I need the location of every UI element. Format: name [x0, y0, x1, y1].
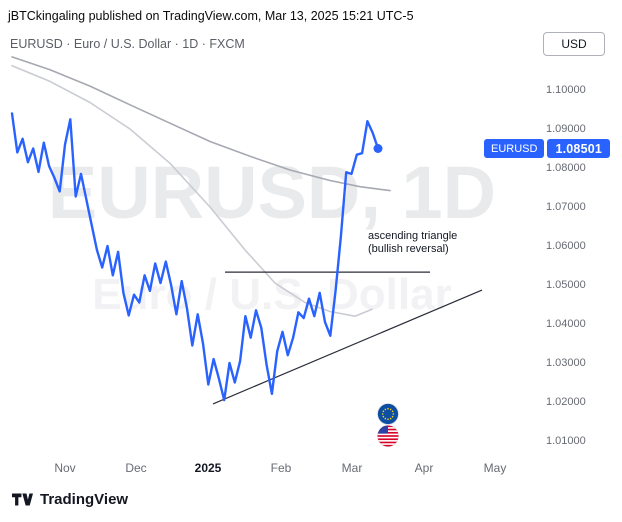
pattern-annotation-line1: ascending triangle	[368, 230, 458, 242]
ma-fast-line	[11, 65, 373, 318]
price-axis-label: 1.06000	[546, 240, 586, 252]
tradingview-brand-link[interactable]: TradingView	[12, 491, 128, 508]
price-axis-label: 1.07000	[546, 201, 586, 213]
price-axis-label: 1.05000	[546, 279, 586, 291]
last-price-badge: EURUSD 1.08501	[484, 139, 611, 158]
triangle-support-trendline	[212, 289, 483, 405]
price-axis-label: 1.02000	[546, 396, 586, 408]
pattern-annotation: ascending triangle (bullish reversal)	[368, 230, 457, 255]
time-axis-label: Dec	[125, 461, 147, 475]
time-axis-label-year: 2025	[194, 461, 222, 475]
price-axis-label: 1.01000	[546, 435, 586, 447]
price-axis-label: 1.04000	[546, 318, 586, 330]
time-axis-label: Feb	[270, 461, 292, 475]
price-axis-label: 1.10000	[546, 84, 586, 96]
tradingview-logo-icon	[12, 493, 33, 506]
eur-flag-icon	[377, 403, 399, 425]
pattern-annotation-line2: (bullish reversal)	[368, 242, 449, 255]
attribution-text: jBTCkingaling published on TradingView.c…	[8, 9, 414, 23]
usd-flag-icon	[377, 425, 399, 447]
symbol-flag-pair	[377, 403, 399, 447]
price-line	[10, 112, 380, 402]
ma-slow-line	[11, 56, 391, 192]
time-axis-label: Apr	[414, 461, 434, 475]
last-price-dot	[373, 144, 383, 153]
price-axis-label: 1.08000	[546, 162, 586, 174]
time-axis-label: May	[483, 461, 507, 475]
time-axis-label: Mar	[341, 461, 363, 475]
last-price-badge-symbol: EURUSD	[484, 139, 545, 158]
price-axis-label: 1.09000	[546, 123, 586, 135]
last-price-badge-value: 1.08501	[547, 139, 611, 158]
symbol-header: EURUSD · Euro / U.S. Dollar · 1D · FXCM	[10, 37, 245, 51]
price-axis-label: 1.03000	[546, 357, 586, 369]
tradingview-brand-label: TradingView	[40, 491, 129, 508]
currency-toggle-button[interactable]: USD	[543, 32, 605, 56]
time-axis-label: Nov	[54, 461, 76, 475]
